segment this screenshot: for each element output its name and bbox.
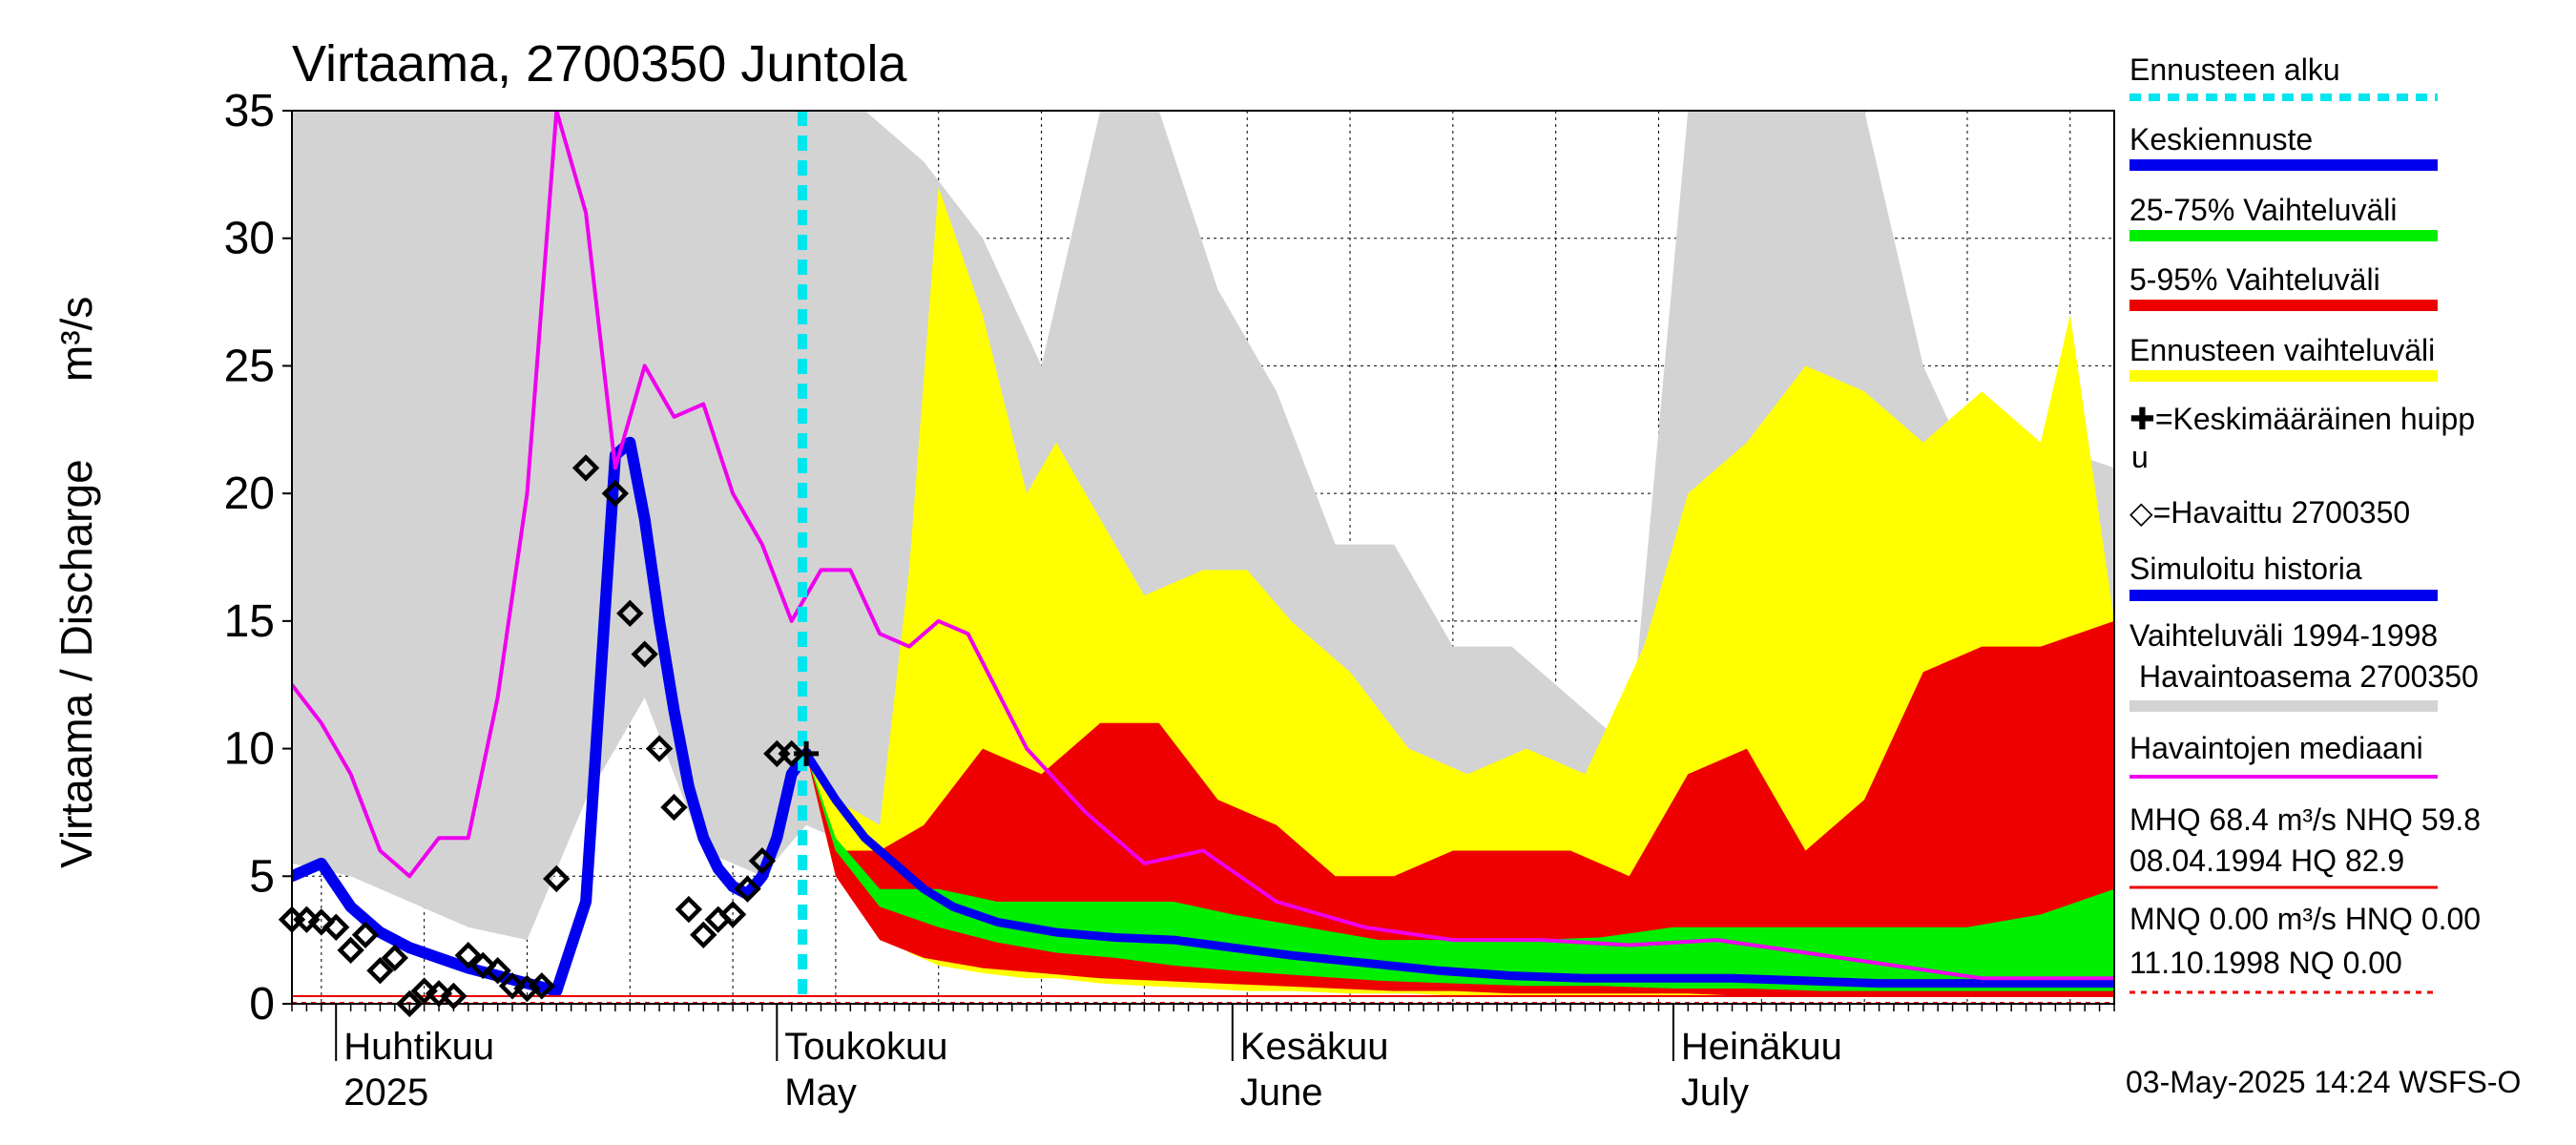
observed-point xyxy=(675,895,703,924)
series-layer xyxy=(292,111,2114,1004)
legend-mnq-label-wrap: 11.10.1998 NQ 0.00 xyxy=(2129,946,2402,980)
legend-obs-median-label: Havaintojen mediaani xyxy=(2129,731,2423,765)
legend-band-25-75-label: 25-75% Vaihteluväli xyxy=(2129,193,2397,227)
y-axis-label: Virtaama / Discharge xyxy=(52,459,101,868)
x-month-sublabel: July xyxy=(1681,1072,1749,1114)
x-month-sublabel: 2025 xyxy=(343,1072,428,1114)
observed-point xyxy=(528,972,556,1000)
observed-point xyxy=(734,875,761,903)
x-month-label: Kesäkuu xyxy=(1240,1026,1389,1068)
legend-simulated-label: Simuloitu historia xyxy=(2129,552,2362,586)
y-tick-label: 10 xyxy=(224,724,275,775)
mean-peak-marker xyxy=(794,740,820,766)
observed-point xyxy=(469,951,497,980)
observed-point xyxy=(645,735,674,762)
observed-point xyxy=(571,454,600,482)
legend-forecast-start-label: Ennusteen alku xyxy=(2129,52,2340,87)
observed-point xyxy=(690,921,717,948)
legend-band-5-95-label: 5-95% Vaihteluväli xyxy=(2129,262,2380,297)
observed-point xyxy=(307,908,335,936)
observed-point xyxy=(601,479,630,508)
x-month-sublabel: June xyxy=(1240,1072,1323,1114)
observed-point xyxy=(337,936,364,965)
simulated-line xyxy=(292,436,813,997)
observed-point xyxy=(454,942,483,969)
observed-point xyxy=(440,982,467,1010)
y-tick-label: 35 xyxy=(224,86,275,136)
footer-timestamp: 03-May-2025 14:24 WSFS-O xyxy=(2126,1065,2521,1099)
legend-mean-peak-label: ✚=Keskimääräinen huipp xyxy=(2129,402,2475,436)
y-tick-label: 25 xyxy=(224,341,275,391)
x-month-label: Huhtikuu xyxy=(343,1026,494,1068)
y-tick-label: 15 xyxy=(224,596,275,647)
legend-mnq-label: MNQ 0.00 m³/s HNQ 0.00 xyxy=(2129,902,2481,936)
legend-mhq-label: MHQ 68.4 m³/s NHQ 59.8 xyxy=(2129,802,2481,837)
observed-point xyxy=(616,599,644,628)
obs-median-line xyxy=(292,111,2114,981)
observed-point xyxy=(718,901,747,928)
legend-forecast-range-label: Ennusteen vaihteluväli xyxy=(2129,333,2435,367)
observed-point xyxy=(293,906,321,933)
x-month-label: Toukokuu xyxy=(784,1026,947,1068)
observed-point xyxy=(351,921,380,948)
y-tick-label: 5 xyxy=(249,851,275,902)
observed-point xyxy=(366,957,394,985)
observed-point xyxy=(778,739,805,768)
x-month-label: Heinäkuu xyxy=(1681,1026,1842,1068)
legend-history-range-label-wrap: Havaintoasema 2700350 xyxy=(2139,659,2479,694)
legend-mhq-label-wrap: 08.04.1994 HQ 82.9 xyxy=(2129,843,2404,878)
y-tick-label: 20 xyxy=(224,468,275,519)
observed-point xyxy=(543,864,571,893)
plot-frame xyxy=(291,110,2115,1005)
plot-area: 05101520253035Huhtikuu2025ToukokuuMayKes… xyxy=(224,86,2115,1114)
observed-point xyxy=(484,957,511,985)
observed-point xyxy=(631,640,658,668)
y-tick-label: 30 xyxy=(224,214,275,264)
y-tick-label: 0 xyxy=(249,979,275,1030)
legend: Ennusteen alku Keskiennuste 25-75% Vaihtel… xyxy=(2129,52,2481,994)
legend-mean-forecast-label: Keskiennuste xyxy=(2129,122,2313,156)
observed-point xyxy=(322,913,350,941)
legend-observed-label: ◇=Havaittu 2700350 xyxy=(2129,495,2410,530)
y-axis-unit: m³/s xyxy=(52,297,101,382)
observed-point xyxy=(381,944,409,972)
observed-point xyxy=(396,989,424,1018)
band-25-75-band xyxy=(806,753,2114,991)
observed-point xyxy=(660,793,688,822)
x-month-sublabel: May xyxy=(784,1072,857,1114)
observed-point xyxy=(498,972,527,1000)
observed-point xyxy=(748,847,777,875)
chart-title: Virtaama, 2700350 Juntola xyxy=(292,35,907,93)
observed-point xyxy=(410,977,438,1005)
legend-history-range-label: Vaihteluväli 1994-1998 xyxy=(2129,618,2438,653)
legend-mean-peak-label-wrap: u xyxy=(2131,440,2149,474)
mean-forecast-line xyxy=(801,749,2114,989)
